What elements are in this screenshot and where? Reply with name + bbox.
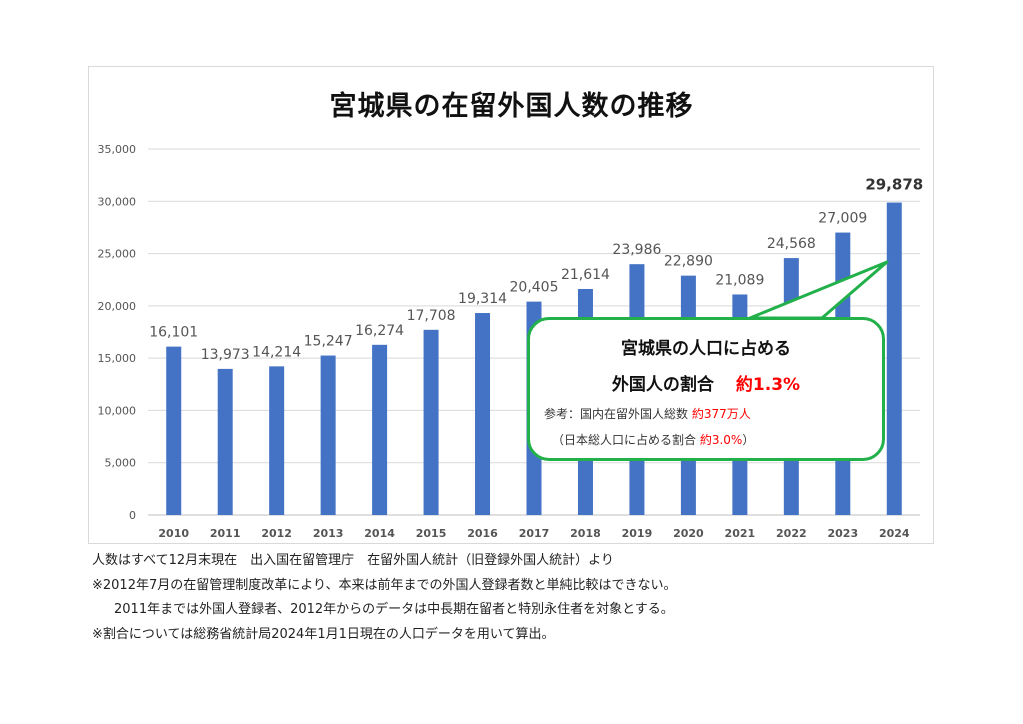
x-tick-label: 2016 [467, 527, 498, 540]
x-tick-label: 2011 [210, 527, 241, 540]
callout-box: 宮城県の人口に占める 外国人の割合 約1.3% 参考：国内在留外国人総数 約377… [527, 317, 885, 461]
callout-heading: 宮城県の人口に占める [621, 339, 791, 359]
x-tick-label: 2010 [158, 527, 189, 540]
data-label: 27,009 [818, 211, 867, 227]
data-label: 14,214 [252, 344, 301, 360]
data-label: 16,101 [149, 325, 198, 341]
bar [475, 313, 491, 515]
y-tick-label: 10,000 [98, 404, 137, 417]
footnote-reform: ※2012年7月の在留管理制度改革により、本来は前年までの外国人登録者数と単純比… [92, 577, 677, 593]
callout-ref2-close: ） [742, 433, 755, 447]
callout-ref2-value: 約3.0% [699, 433, 743, 447]
x-tick-label: 2023 [827, 527, 858, 540]
bar [217, 368, 233, 515]
footnotes: 人数はすべて12月末現在 出入国在留管理庁 在留外国人統計（旧登録外国人統計）よ… [92, 549, 676, 647]
bar [886, 202, 902, 515]
x-tick-label: 2022 [776, 527, 807, 540]
callout-ratio-value: 約1.3% [735, 375, 801, 395]
x-tick-label: 2014 [364, 527, 395, 540]
data-label: 19,314 [458, 291, 507, 307]
callout-reference-ratio: （日本総人口に占める割合 約3.0%） [552, 431, 754, 448]
y-tick-label: 20,000 [98, 300, 137, 313]
y-tick-label: 15,000 [98, 352, 137, 365]
bar [269, 366, 285, 515]
x-tick-label: 2012 [261, 527, 292, 540]
bar [166, 346, 182, 515]
data-label: 23,986 [612, 242, 661, 258]
y-tick-label: 25,000 [98, 248, 137, 261]
x-tick-label: 2021 [725, 527, 756, 540]
footnote-source: 人数はすべて12月末現在 出入国在留管理庁 在留外国人統計（旧登録外国人統計）よ… [92, 553, 614, 568]
data-label: 21,089 [715, 272, 764, 288]
y-tick-label: 5,000 [105, 457, 137, 470]
y-axis-ticks: 0 5,000 10,000 15,000 20,000 25,000 30,000 35,0… [98, 143, 137, 522]
callout-ref1-label: 参考：国内在留外国人総数 [544, 407, 692, 421]
data-label: 22,890 [664, 254, 713, 270]
data-label: 24,568 [767, 236, 816, 252]
y-tick-label: 30,000 [98, 195, 137, 208]
data-label: 21,614 [561, 267, 610, 283]
x-tick-label: 2020 [673, 527, 704, 540]
footnote-ratio: ※割合については総務省統計局2024年1月1日現在の人口データを用いて算出。 [92, 626, 555, 642]
bar [423, 329, 439, 515]
callout-pointer [748, 260, 889, 320]
callout-ref1-value: 約377万人 [691, 407, 751, 421]
data-label: 13,973 [201, 347, 250, 363]
callout-ratio-label: 外国人の割合 [611, 375, 714, 395]
x-tick-label: 2013 [313, 527, 344, 540]
data-label: 17,708 [407, 308, 456, 324]
data-label: 15,247 [304, 334, 353, 350]
callout-ref2-label: （日本総人口に占める割合 [552, 433, 700, 447]
x-axis-ticks: 2010 2011 2012 2013 2014 2015 2016 2017 2018 2019… [158, 527, 909, 540]
x-tick-label: 2015 [416, 527, 447, 540]
x-tick-label: 2018 [570, 527, 601, 540]
footnote-scope: 2011年までは外国人登録者、2012年からのデータは中長期在留者と特別永住者を… [114, 602, 674, 617]
callout-ratio: 外国人の割合 約1.3% [530, 370, 882, 395]
y-tick-label: 0 [129, 509, 136, 522]
callout-reference-total: 参考：国内在留外国人総数 約377万人 [544, 405, 751, 422]
x-tick-label: 2024 [879, 527, 910, 540]
data-label: 16,274 [355, 323, 404, 339]
y-tick-label: 35,000 [98, 143, 137, 156]
data-label: 20,405 [510, 280, 559, 296]
chart-title: 宮城県の在留外国人数の推移 [329, 91, 694, 122]
data-label: 29,878 [865, 176, 923, 194]
bar [372, 344, 388, 515]
x-tick-label: 2019 [622, 527, 653, 540]
x-tick-label: 2017 [519, 527, 550, 540]
bar [320, 355, 336, 515]
